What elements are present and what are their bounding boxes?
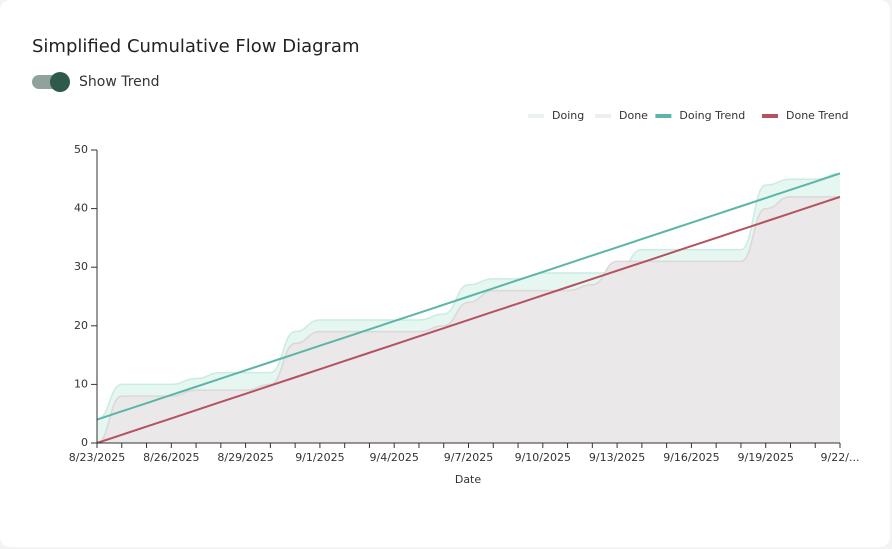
x-tick-label: 9/7/2025 [444,451,493,464]
x-axis-label: Date [455,473,482,486]
x-tick-label: 8/29/2025 [217,451,273,464]
legend-label: Done [619,109,648,122]
legend-label: Doing Trend [679,109,745,122]
trend-toggle[interactable] [32,72,70,92]
y-tick-label: 10 [74,377,88,390]
area-edge [96,172,841,421]
x-tick-label: 9/10/2025 [515,451,571,464]
trend-line [96,195,841,444]
y-tick-label: 0 [81,436,88,449]
x-tick-label: 8/26/2025 [143,451,199,464]
area-edge [96,196,840,444]
legend-label: Done Trend [786,109,849,122]
y-tick-label: 20 [74,319,88,332]
x-tick-label: 9/19/2025 [737,451,793,464]
x-tick-label: 8/23/2025 [69,451,125,464]
chart-title: Simplified Cumulative Flow Diagram [32,36,360,57]
x-tick-label: 9/4/2025 [369,451,418,464]
y-tick-label: 50 [74,143,88,156]
x-tick-label: 9/1/2025 [295,451,344,464]
y-tick-label: 40 [74,202,88,215]
legend-label: Doing [552,109,584,122]
x-tick-label: 9/16/2025 [663,451,719,464]
toggle-label[interactable]: Show Trend [79,74,160,90]
y-tick-label: 30 [74,260,88,273]
trend-line [96,172,841,421]
x-tick-label: 9/22/... [821,451,860,464]
x-tick-label: 9/13/2025 [589,451,645,464]
